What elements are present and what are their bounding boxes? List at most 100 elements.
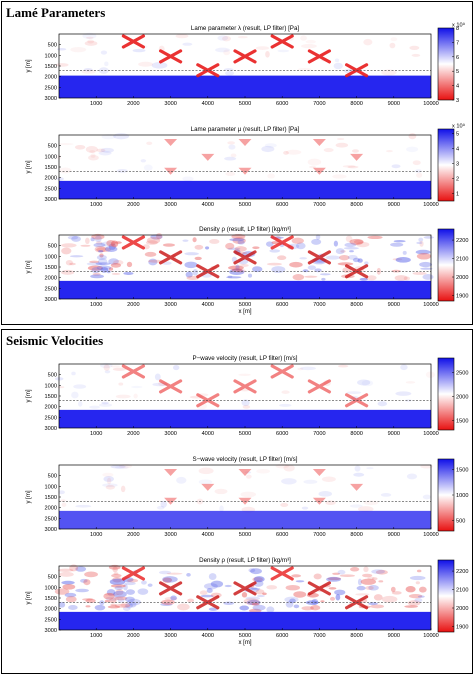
texture-blob bbox=[114, 585, 124, 591]
y-tick-label: 1500 bbox=[45, 394, 57, 400]
texture-blob bbox=[416, 252, 432, 260]
texture-blob bbox=[150, 234, 163, 240]
anomaly-x-mark bbox=[307, 581, 331, 596]
texture-blob bbox=[355, 593, 370, 596]
texture-blob bbox=[300, 366, 316, 371]
y-tick-label: 1000 bbox=[45, 585, 57, 591]
texture-blob bbox=[252, 246, 260, 250]
anomaly-x-mark bbox=[121, 364, 145, 379]
y-tick-label: 1500 bbox=[45, 596, 57, 602]
texture-blob bbox=[419, 586, 427, 593]
texture-blob bbox=[318, 491, 333, 497]
x-tick-label: 6000 bbox=[276, 302, 288, 308]
texture-blob bbox=[363, 500, 379, 506]
anomaly-triangle bbox=[312, 138, 326, 146]
texture-blob bbox=[187, 598, 195, 603]
texture-blob bbox=[332, 174, 347, 179]
x-tick-label: 10000 bbox=[423, 431, 439, 437]
texture-blob bbox=[332, 572, 341, 575]
texture-blob bbox=[250, 587, 261, 591]
texture-blob bbox=[367, 235, 383, 240]
texture-blob bbox=[291, 237, 304, 244]
anomaly-x-mark bbox=[270, 566, 294, 581]
texture-blob bbox=[89, 150, 96, 153]
texture-blob bbox=[367, 576, 375, 580]
texture-blob bbox=[115, 589, 124, 596]
bottom-layer bbox=[59, 75, 431, 98]
anomaly-x-mark bbox=[270, 364, 294, 379]
texture-blob bbox=[110, 465, 126, 469]
y-tick-label: 500 bbox=[48, 373, 57, 379]
y-tick-label: 1500 bbox=[45, 165, 57, 171]
texture-blob bbox=[350, 567, 360, 572]
texture-blob bbox=[250, 568, 262, 575]
texture-blob bbox=[60, 499, 66, 502]
texture-blob bbox=[125, 603, 133, 609]
texture-blob bbox=[420, 464, 433, 469]
texture-blob bbox=[262, 592, 267, 596]
y-tick-label: 1500 bbox=[45, 265, 57, 271]
y-tick-label: 2000 bbox=[45, 176, 57, 182]
texture-blob bbox=[246, 474, 252, 479]
x-tick-label: 4000 bbox=[202, 532, 214, 538]
section-box-lame bbox=[1, 1, 473, 325]
x-tick-label: 2000 bbox=[127, 633, 139, 639]
x-tick-label: 6000 bbox=[276, 633, 288, 639]
anomaly-triangle bbox=[350, 153, 364, 161]
texture-blob bbox=[182, 42, 193, 46]
y-tick-label: 2500 bbox=[45, 286, 57, 292]
texture-blob bbox=[409, 45, 420, 50]
anomaly-x-mark bbox=[307, 49, 331, 64]
texture-blob bbox=[71, 371, 76, 376]
texture-blob bbox=[407, 600, 421, 606]
colorbar-tick-label: 3 bbox=[456, 162, 459, 168]
texture-blob bbox=[129, 601, 137, 608]
texture-blob bbox=[323, 147, 334, 153]
texture-blob bbox=[333, 62, 343, 70]
texture-blob bbox=[224, 584, 232, 588]
texture-blob bbox=[230, 153, 237, 158]
y-tick-label: 500 bbox=[48, 575, 57, 581]
texture-blob bbox=[98, 250, 104, 253]
texture-blob bbox=[83, 579, 91, 586]
texture-blob bbox=[253, 576, 265, 583]
texture-blob bbox=[110, 262, 122, 268]
texture-blob bbox=[411, 53, 421, 57]
texture-blob bbox=[301, 606, 314, 611]
x-tick-label: 5000 bbox=[239, 202, 251, 208]
texture-blob bbox=[73, 384, 87, 389]
texture-blob bbox=[112, 367, 127, 371]
texture-blob bbox=[392, 258, 403, 261]
texture-blob bbox=[307, 158, 322, 166]
texture-blob bbox=[192, 269, 199, 276]
texture-blob bbox=[342, 165, 356, 168]
texture-blob bbox=[108, 258, 119, 265]
texture-blob bbox=[238, 373, 251, 376]
x-tick-label: 7000 bbox=[313, 101, 325, 107]
texture-blob bbox=[406, 473, 418, 480]
texture-blob bbox=[277, 49, 290, 53]
texture-blob bbox=[335, 248, 345, 255]
texture-blob bbox=[327, 577, 342, 581]
texture-blob bbox=[255, 589, 265, 595]
bottom-layer bbox=[59, 280, 431, 299]
texture-blob bbox=[353, 239, 364, 244]
texture-blob bbox=[364, 261, 369, 266]
texture-blob bbox=[177, 603, 190, 611]
texture-blob bbox=[256, 594, 265, 598]
texture-blob bbox=[248, 568, 256, 573]
y-tick-label: 3000 bbox=[45, 527, 57, 533]
anomaly-triangle bbox=[164, 167, 178, 175]
texture-blob bbox=[89, 260, 100, 264]
texture-blob bbox=[320, 600, 325, 603]
x-tick-label: 1000 bbox=[90, 532, 102, 538]
texture-blob bbox=[311, 238, 322, 245]
texture-blob bbox=[126, 261, 133, 268]
texture-blob bbox=[67, 235, 79, 240]
texture-blob bbox=[86, 36, 94, 39]
y-tick-label: 3000 bbox=[45, 96, 57, 102]
texture-blob bbox=[362, 573, 373, 578]
texture-blob bbox=[226, 276, 242, 279]
texture-blob bbox=[112, 259, 124, 266]
colorbar-tick-label: 2000 bbox=[456, 394, 468, 400]
